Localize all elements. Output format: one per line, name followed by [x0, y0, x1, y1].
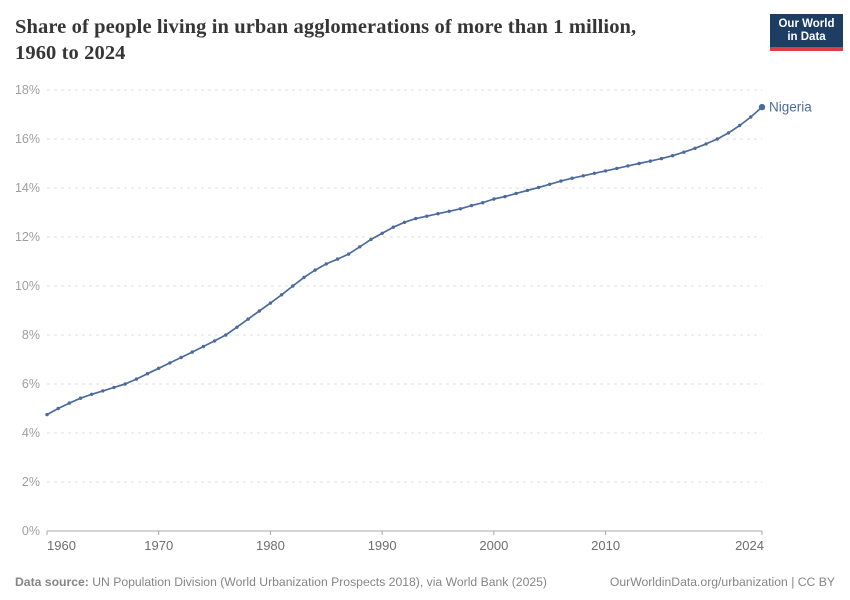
data-point [313, 268, 317, 272]
data-point [224, 333, 228, 337]
data-point [101, 389, 105, 393]
data-point [481, 201, 485, 205]
x-tick-label: 2010 [591, 538, 620, 553]
data-point [212, 339, 217, 343]
page-title: Share of people living in urban agglomer… [15, 14, 760, 66]
x-tick-label: 1980 [256, 538, 285, 553]
y-tick-label: 0% [22, 524, 40, 538]
data-point [246, 317, 250, 321]
data-point [358, 245, 362, 249]
data-point [112, 385, 116, 390]
credit-link[interactable]: OurWorldinData.org/urbanization | CC BY [609, 575, 835, 589]
footer: Data source: UN Population Division (Wor… [15, 575, 835, 589]
data-point [726, 131, 731, 135]
data-point [402, 220, 407, 224]
data-point [414, 216, 418, 221]
data-point [670, 154, 675, 158]
owid-logo-line-1: Our World [778, 17, 835, 30]
data-point [648, 159, 652, 163]
data-point [168, 361, 172, 365]
data-point [581, 174, 585, 178]
data-point [738, 123, 742, 128]
data-point [626, 164, 630, 168]
data-point [201, 344, 206, 349]
data-point [380, 231, 384, 235]
data-point [570, 176, 574, 180]
data-point [536, 185, 541, 190]
data-point [123, 382, 127, 386]
data-point [548, 182, 552, 186]
data-point [425, 214, 429, 218]
data-point [157, 366, 161, 370]
data-source-label: Data source: [15, 575, 89, 589]
data-point [369, 237, 373, 242]
data-point [525, 188, 530, 193]
y-tick-label: 18% [15, 83, 40, 97]
nigeria-trend-line [46, 106, 763, 416]
y-tick-label: 14% [15, 181, 40, 195]
data-point [335, 257, 340, 261]
data-point [268, 301, 273, 305]
data-source-text: UN Population Division (World Urbanizati… [88, 575, 547, 589]
y-tick-label: 12% [15, 230, 40, 244]
data-point [324, 262, 328, 266]
data-point [391, 225, 395, 229]
data-point [693, 146, 697, 150]
data-point [447, 209, 451, 213]
data-point [67, 401, 72, 405]
y-tick-label: 2% [22, 475, 40, 489]
owid-logo: Our World in Data [770, 14, 843, 51]
data-point [134, 377, 139, 381]
data-point [257, 309, 261, 313]
data-point [291, 284, 295, 288]
data-point [492, 197, 496, 201]
data-point [758, 103, 766, 111]
x-tick-label: 2024 [735, 538, 764, 553]
data-point [559, 179, 563, 183]
y-tick-label: 8% [22, 328, 40, 342]
title-line-2: 1960 to 2024 [15, 42, 126, 64]
x-tick-label: 2000 [479, 538, 508, 553]
y-tick-label: 6% [22, 377, 40, 391]
data-point [592, 171, 597, 175]
data-point [458, 207, 463, 211]
data-point [78, 396, 83, 400]
owid-logo-line-2: in Data [787, 30, 826, 43]
data-source-note: Data source: UN Population Division (Wor… [15, 575, 547, 589]
data-point [302, 275, 306, 280]
data-point [190, 350, 194, 354]
data-point [659, 156, 664, 161]
x-tick-label: 1960 [47, 538, 76, 553]
data-point [682, 150, 686, 154]
data-point [235, 325, 239, 329]
data-point [749, 115, 753, 119]
x-tick-label: 1970 [144, 538, 173, 553]
y-tick-label: 10% [15, 279, 40, 293]
data-point [179, 355, 183, 360]
data-point [90, 392, 94, 396]
data-point [704, 142, 708, 146]
data-point [603, 169, 608, 173]
title-line-1: Share of people living in urban agglomer… [15, 16, 637, 38]
data-point [715, 137, 719, 141]
data-point [615, 166, 619, 171]
data-point [503, 194, 507, 199]
data-point [637, 161, 641, 166]
data-point [469, 203, 474, 208]
data-point [145, 372, 150, 376]
data-point [436, 212, 440, 216]
series-end-label: Nigeria [769, 100, 812, 115]
y-tick-label: 16% [15, 132, 40, 146]
y-tick-label: 4% [22, 426, 40, 440]
data-point [346, 252, 351, 256]
data-point [279, 293, 284, 297]
x-tick-label: 1990 [368, 538, 397, 553]
data-point [514, 191, 518, 196]
data-point [56, 406, 60, 411]
data-point [45, 412, 49, 417]
